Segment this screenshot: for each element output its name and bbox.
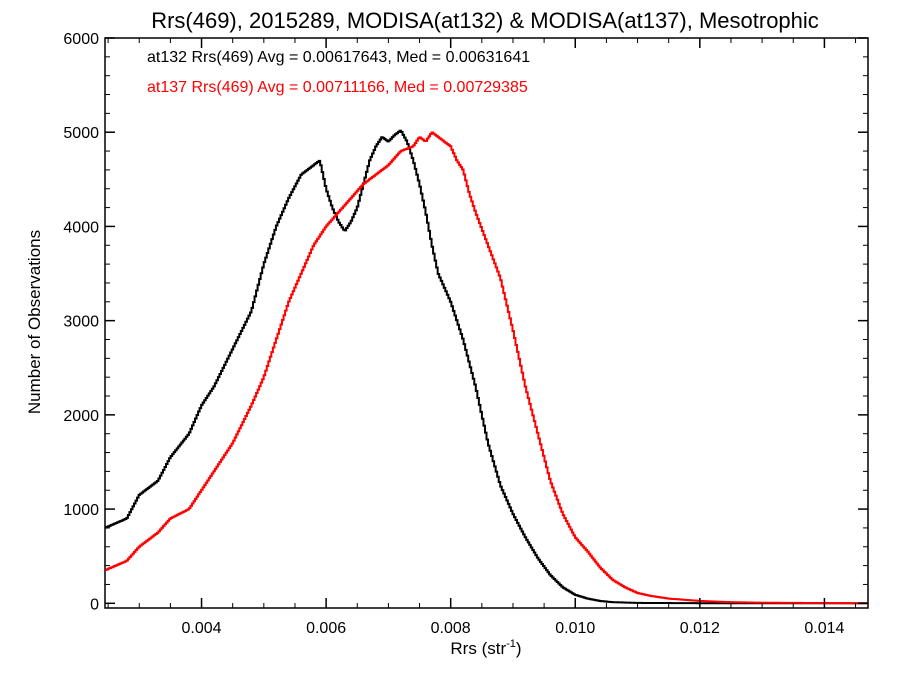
- x-tick-label: 0.004: [182, 620, 222, 637]
- x-axis-label: Rrs (str-1): [450, 638, 521, 658]
- series-layer: [105, 129, 868, 605]
- annotation-at132: at132 Rrs(469) Avg = 0.00617643, Med = 0…: [147, 49, 530, 66]
- y-tick-label: 6000: [63, 31, 99, 48]
- x-tick-label: 0.006: [306, 620, 346, 637]
- y-tick-label: 0: [90, 596, 99, 613]
- chart-title: Rrs(469), 2015289, MODISA(at132) & MODIS…: [151, 8, 819, 33]
- x-axis-label-close: ): [516, 639, 522, 658]
- x-axis-label-main: Rrs (str: [450, 639, 506, 658]
- x-tick-label: 0.014: [804, 620, 844, 637]
- annotation-at137: at137 Rrs(469) Avg = 0.00711166, Med = 0…: [147, 79, 528, 96]
- y-axis: 0 1000 2000 3000 4000 5000 6000: [63, 31, 868, 613]
- series-line-1: [105, 131, 868, 605]
- x-axis-label-superscript: -1: [506, 638, 516, 650]
- plot-frame: [104, 37, 869, 609]
- y-axis-label: Number of Observations: [25, 230, 44, 414]
- series-line-0: [105, 129, 868, 605]
- y-tick-label: 5000: [63, 125, 99, 142]
- y-tick-label: 4000: [63, 219, 99, 236]
- x-tick-label: 0.010: [555, 620, 595, 637]
- x-tick-label: 0.012: [680, 620, 720, 637]
- y-tick-label: 1000: [63, 502, 99, 519]
- y-tick-label: 3000: [63, 314, 99, 331]
- x-tick-label: 0.008: [431, 620, 471, 637]
- x-axis: 0.004 0.006 0.008 0.010 0.012 0.014: [107, 38, 857, 637]
- y-tick-label: 2000: [63, 408, 99, 425]
